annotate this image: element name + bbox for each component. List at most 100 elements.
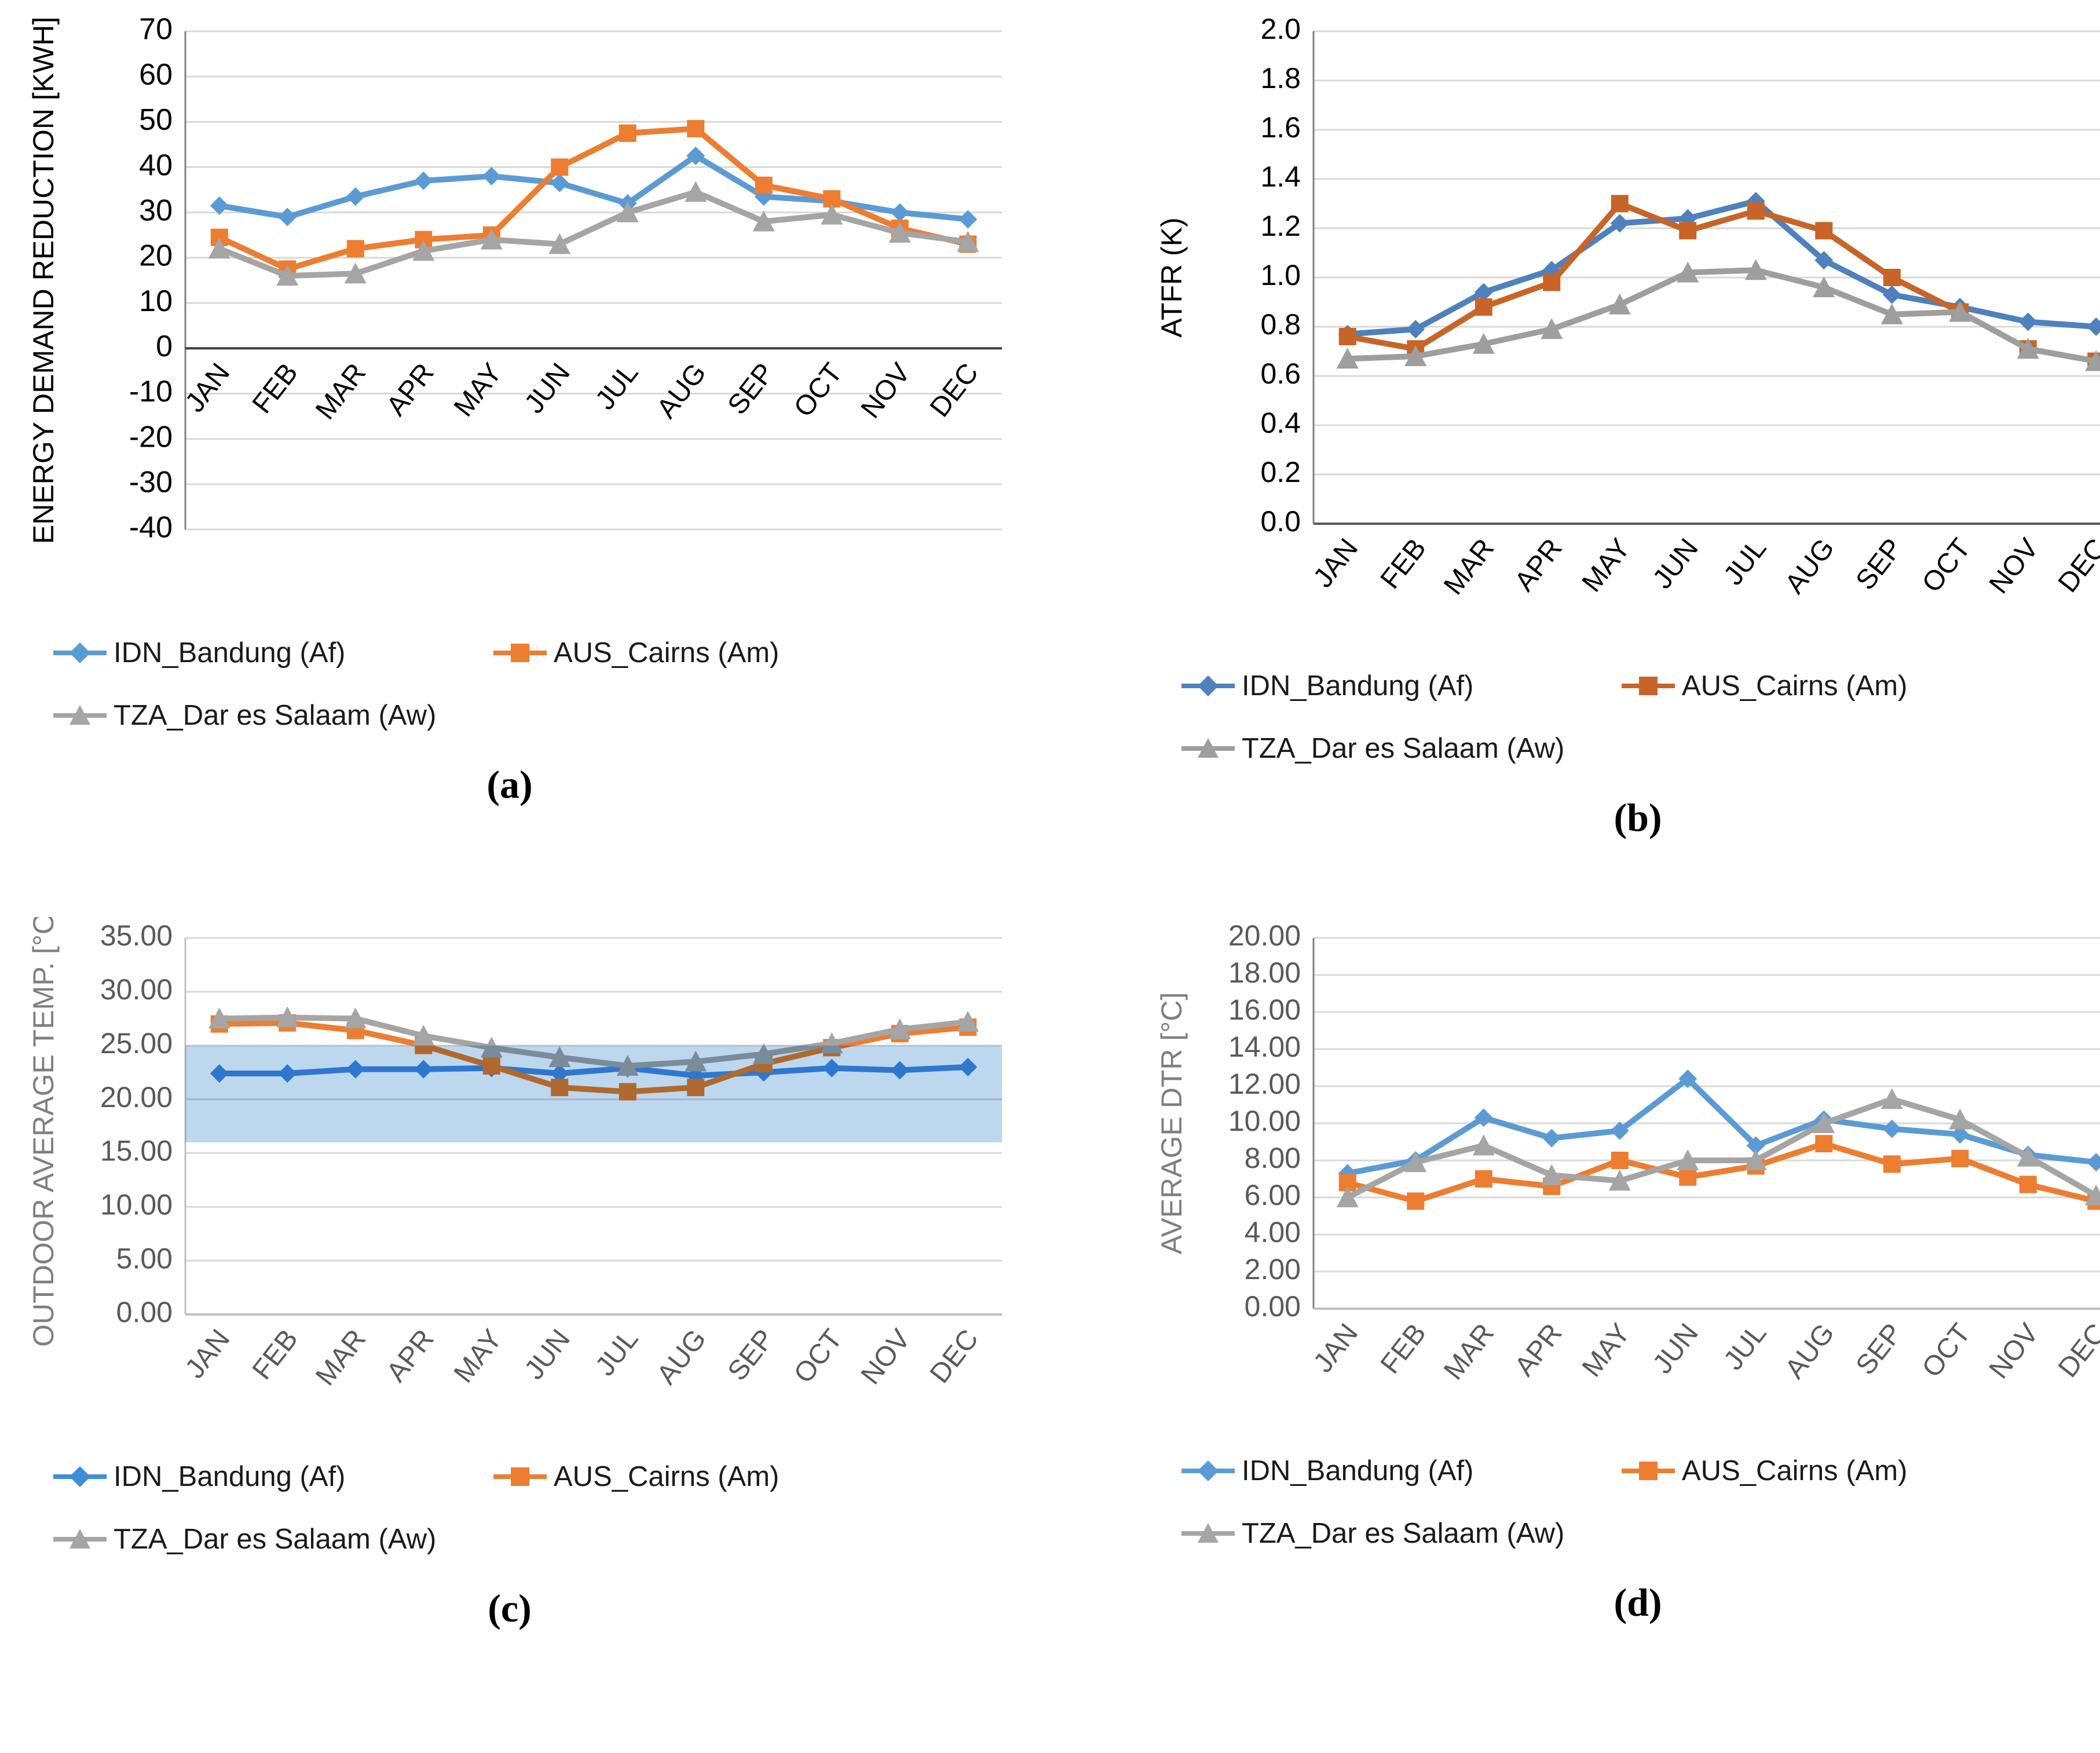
series-AUS_Cairns (Am)-marker-square	[1543, 273, 1561, 291]
y-tick-label: 0.4	[1260, 407, 1301, 439]
y-tick-label: 25.00	[100, 1027, 173, 1060]
plot-a: 70 60 50 40 30 20 10 0 -10 -20 -30 -40 JAN FEB MAR APR M…	[17, 10, 1050, 550]
series-TZA_Dar es Salaam (Aw)-marker-triangle	[1608, 1170, 1631, 1191]
legend-item-TZA_Dar es Salaam (Aw): TZA_Dar es Salaam (Aw)	[52, 1523, 492, 1555]
series-AUS_Cairns (Am)-marker-square	[1951, 1149, 1969, 1167]
series-AUS_Cairns (Am)-marker-square	[1815, 1135, 1833, 1153]
series-IDN_Bandung (Af)-marker-diamond	[1338, 1164, 1357, 1183]
legend-TZA_Dar es Salaam (Aw)-marker-triangle	[69, 1529, 90, 1549]
series-TZA_Dar es Salaam (Aw)-marker-triangle	[1472, 333, 1495, 354]
x-tick-label-MAY: MAY	[1576, 533, 1637, 598]
series-TZA_Dar es Salaam (Aw)-marker-triangle	[752, 210, 775, 232]
series-TZA_Dar es Salaam (Aw)-marker-triangle	[276, 265, 299, 286]
series-AUS_Cairns (Am)-marker-square	[1611, 1152, 1629, 1169]
legend-label: AUS_Cairns (Am)	[1682, 670, 1908, 702]
series-IDN_Bandung (Af)-marker-diamond	[1746, 1136, 1765, 1155]
series-TZA_Dar es Salaam (Aw)-marker-triangle	[1404, 1151, 1427, 1173]
caption-b: (b)	[1614, 795, 1662, 839]
series-IDN_Bandung (Af)-marker-diamond	[1474, 1108, 1493, 1127]
legend-marker-triangle-icon	[53, 1529, 107, 1549]
series-TZA_Dar es Salaam (Aw)-marker-triangle	[208, 1007, 231, 1029]
x-tick-label-MAY: MAY	[1576, 1318, 1637, 1383]
series-IDN_Bandung (Af)-marker-diamond	[210, 196, 229, 215]
series-TZA_Dar es Salaam (Aw)-marker-triangle	[1608, 293, 1631, 315]
legend-TZA_Dar es Salaam (Aw)-marker-triangle	[69, 705, 90, 725]
legend-item-IDN_Bandung (Af): IDN_Bandung (Af)	[1180, 670, 1620, 702]
series-TZA_Dar es Salaam (Aw)-marker-triangle	[1744, 1149, 1767, 1170]
series-AUS_Cairns (Am)-marker-square	[1815, 222, 1833, 240]
legend-AUS_Cairns (Am)-marker-square	[511, 644, 529, 662]
x-tick-label-JAN: JAN	[1308, 1318, 1364, 1378]
series-AUS_Cairns (Am)-marker-square	[1679, 222, 1697, 240]
x-tick-label-JUN: JUN	[519, 357, 576, 419]
series-AUS_Cairns (Am)-marker-square	[1747, 202, 1765, 220]
x-tick-label-MAR: MAR	[310, 1324, 372, 1392]
legend-item-IDN_Bandung (Af): IDN_Bandung (Af)	[52, 637, 492, 669]
legend-AUS_Cairns (Am)-marker-square	[1639, 1462, 1658, 1480]
x-tick-label-JUN: JUN	[519, 1324, 576, 1385]
series-AUS_Cairns (Am)-marker-square	[619, 124, 636, 142]
legend-item-AUS_Cairns (Am): AUS_Cairns (Am)	[1620, 670, 2061, 702]
legend-label: TZA_Dar es Salaam (Aw)	[114, 700, 437, 731]
x-tick-label-DEC: DEC	[2053, 1318, 2100, 1383]
series-line-TZA_Dar es Salaam (Aw)	[218, 189, 968, 279]
y-tick-label: 10.00	[100, 1188, 173, 1221]
series-AUS_Cairns (Am)-marker-square	[551, 158, 569, 176]
y-tick-label: 10	[139, 284, 173, 318]
x-tick-label-APR: APR	[1509, 1318, 1568, 1382]
y-tick-label: 16.00	[1228, 994, 1301, 1026]
legend-label: AUS_Cairns (Am)	[554, 637, 780, 669]
x-tick-label-APR: APR	[381, 357, 440, 421]
y-tick-label: 2.0	[1260, 13, 1301, 45]
y-tick-label: 40	[139, 148, 173, 182]
legend-label: TZA_Dar es Salaam (Aw)	[1242, 1518, 1565, 1549]
plot-d: 20.00 18.00 16.00 14.00 12.00 10.00 8.00 6.00 4.…	[1146, 917, 2100, 1403]
series-TZA_Dar es Salaam (Aw)-marker-triangle	[2085, 350, 2100, 371]
x-tick-label-NOV: NOV	[1984, 533, 2045, 600]
series-AUS_Cairns (Am)-marker-square	[1475, 1170, 1492, 1188]
legend-AUS_Cairns (Am)-marker-square	[1639, 677, 1658, 695]
y-tick-label: 0	[156, 330, 173, 363]
series-line-IDN_Bandung (Af)	[1347, 198, 2097, 337]
series-TZA_Dar es Salaam (Aw)-marker-triangle	[1881, 1088, 1903, 1109]
y-tick-label: 5.00	[116, 1242, 173, 1274]
chart-block-b: 2.0 1.8 1.6 1.4 1.2 1.0 0.8 0.6 0.4 0.2 0.0 JAN FEB M…	[1050, 0, 2100, 877]
legend-TZA_Dar es Salaam (Aw)-marker-triangle	[1198, 738, 1219, 758]
series-TZA_Dar es Salaam (Aw)-marker-triangle	[1813, 1112, 1835, 1133]
series-IDN_Bandung (Af)-marker-diamond	[1678, 1069, 1697, 1089]
y-tick-label: -40	[129, 511, 173, 545]
legend-AUS_Cairns (Am)-marker-square	[511, 1467, 529, 1486]
series-TZA_Dar es Salaam (Aw)-marker-triangle	[412, 1025, 435, 1046]
legend-row: TZA_Dar es Salaam (Aw)	[52, 1523, 979, 1555]
y-tick-label: 0.00	[1245, 1290, 1301, 1323]
y-tick-label: 30	[139, 193, 173, 227]
series-TZA_Dar es Salaam (Aw)-marker-triangle	[276, 1006, 299, 1028]
x-tick-label-MAR: MAR	[310, 357, 372, 425]
legend-label: IDN_Bandung (Af)	[114, 637, 346, 669]
series-IDN_Bandung (Af)-marker-diamond	[1610, 1121, 1629, 1140]
series-TZA_Dar es Salaam (Aw)-marker-triangle	[1472, 1134, 1495, 1156]
caption-d: (d)	[1614, 1580, 1662, 1624]
series-line-IDN_Bandung (Af)	[1347, 1076, 2097, 1177]
series-TZA_Dar es Salaam (Aw)-marker-triangle	[1336, 348, 1359, 369]
x-tick-label-JUN: JUN	[1647, 1318, 1704, 1379]
legend-marker-triangle-icon	[1181, 738, 1235, 758]
series-TZA_Dar es Salaam (Aw)-marker-triangle	[1677, 1149, 1699, 1170]
series-IDN_Bandung (Af)-marker-diamond	[278, 207, 297, 227]
legend-label: IDN_Bandung (Af)	[1242, 1455, 1474, 1487]
x-tick-label-FEB: FEB	[247, 1324, 304, 1385]
series-line-TZA_Dar es Salaam (Aw)	[1347, 267, 2097, 364]
series-IDN_Bandung (Af)-marker-diamond	[2087, 1153, 2100, 1172]
y-tick-label: 0.2	[1260, 456, 1301, 488]
x-tick-label-MAR: MAR	[1438, 1318, 1500, 1386]
x-tick-label-MAY: MAY	[448, 357, 508, 422]
y-tick-label: 60	[139, 58, 173, 92]
x-tick-label-AUG: AUG	[1779, 1318, 1841, 1385]
y-tick-label: 15.00	[100, 1135, 173, 1167]
legend-row: TZA_Dar es Salaam (Aw)	[52, 699, 979, 732]
series-AUS_Cairns (Am)-marker-square	[687, 120, 705, 138]
legend-marker-diamond-icon	[53, 1466, 107, 1487]
series-AUS_Cairns (Am)-marker-square	[1611, 195, 1629, 213]
series-AUS_Cairns (Am)-marker-square	[1883, 269, 1901, 286]
